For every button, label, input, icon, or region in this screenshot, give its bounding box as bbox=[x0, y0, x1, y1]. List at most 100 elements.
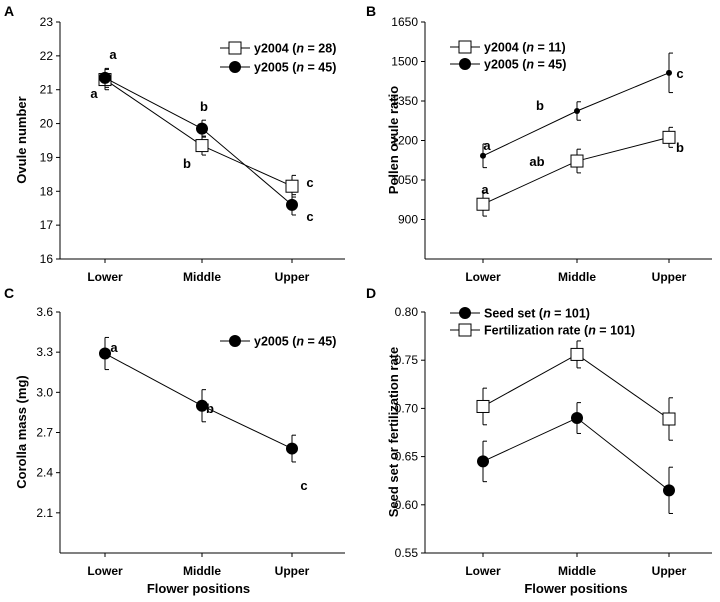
series-line bbox=[482, 72, 670, 157]
data-point bbox=[99, 347, 111, 360]
x-tick-label: Lower bbox=[465, 564, 501, 578]
y-tick-label: 1350 bbox=[391, 94, 418, 108]
panel-letter: A bbox=[4, 3, 14, 19]
data-point bbox=[99, 71, 111, 84]
chart-panel-b: B 900 1050 1200 1350 1500 1650 Lower Middle Upper… bbox=[366, 3, 712, 284]
y-tick-label: 1650 bbox=[391, 15, 418, 29]
legend-marker bbox=[458, 40, 472, 54]
significance-label: c bbox=[306, 209, 313, 224]
legend-marker bbox=[228, 41, 242, 55]
panel-letter: C bbox=[4, 285, 14, 301]
y-tick-label: 3.3 bbox=[36, 345, 53, 359]
y-axis-title: Seed set or fertilization rate bbox=[386, 347, 401, 518]
significance-label: c bbox=[306, 175, 313, 190]
y-tick-label: 2.7 bbox=[36, 426, 53, 440]
y-tick-label: 2.4 bbox=[36, 466, 53, 480]
y-tick-label: 18 bbox=[40, 184, 54, 198]
data-point bbox=[286, 198, 298, 211]
data-point bbox=[476, 399, 490, 413]
data-point bbox=[663, 484, 675, 497]
data-point bbox=[196, 122, 208, 135]
y-tick-label: 17 bbox=[40, 218, 54, 232]
x-tick-label: Lower bbox=[465, 270, 501, 284]
significance-label: a bbox=[483, 138, 491, 153]
y-tick-label: 0.80 bbox=[395, 305, 419, 319]
x-tick-label: Upper bbox=[275, 564, 310, 578]
data-point bbox=[476, 197, 490, 211]
x-tick-label: Middle bbox=[558, 564, 596, 578]
legend-label: y2004 (n = 11) bbox=[484, 41, 566, 55]
significance-label: ab bbox=[529, 154, 544, 169]
legend-label: y2005 (n = 45) bbox=[254, 61, 336, 75]
series-line bbox=[482, 353, 670, 420]
y-tick-label: 0.65 bbox=[395, 450, 419, 464]
significance-label: a bbox=[481, 182, 489, 197]
x-tick-label: Middle bbox=[183, 564, 221, 578]
data-point bbox=[666, 69, 672, 76]
x-tick-label: Lower bbox=[87, 564, 123, 578]
data-point bbox=[570, 154, 584, 168]
series-2: a b c bbox=[99, 47, 314, 224]
legend: y2005 (n = 45) bbox=[220, 335, 336, 349]
y-tick-label: 22 bbox=[40, 49, 54, 63]
x-tick-label: Lower bbox=[87, 270, 123, 284]
data-point bbox=[662, 412, 676, 426]
series-2: abc bbox=[480, 52, 684, 169]
x-axis-title: Flower positions bbox=[147, 581, 250, 596]
significance-label: a bbox=[90, 86, 98, 101]
legend-marker bbox=[229, 335, 241, 347]
y-tick-label: 0.55 bbox=[395, 546, 419, 560]
significance-label: a bbox=[110, 340, 118, 355]
legend-marker bbox=[458, 323, 472, 337]
y-axis-title: Ovule number bbox=[14, 96, 29, 183]
significance-label: c bbox=[300, 478, 307, 493]
significance-label: b bbox=[676, 140, 684, 155]
y-tick-label: 3.0 bbox=[36, 385, 53, 399]
significance-label: b bbox=[183, 156, 191, 171]
legend-label: y2005 (n = 45) bbox=[484, 58, 566, 72]
significance-label: b bbox=[200, 99, 208, 114]
y-tick-label: 900 bbox=[398, 213, 418, 227]
data-point bbox=[195, 139, 209, 153]
y-tick-label: 0.60 bbox=[395, 498, 419, 512]
panel-letter: B bbox=[366, 3, 376, 19]
data-point bbox=[285, 179, 299, 193]
legend-label: Fertilization rate (n = 101) bbox=[484, 324, 635, 338]
series-2 bbox=[476, 340, 676, 441]
series-1 bbox=[477, 402, 675, 514]
x-tick-label: Upper bbox=[652, 270, 687, 284]
chart-panel-c: C 2.1 2.4 2.7 3.0 3.3 3.6 Lower Middle Upper Corol… bbox=[4, 285, 345, 596]
data-point bbox=[196, 399, 208, 412]
data-point bbox=[662, 130, 676, 144]
legend: Seed set (n = 101) Fertilization rate (n … bbox=[450, 307, 635, 338]
significance-label: b bbox=[536, 98, 544, 113]
data-point bbox=[477, 455, 489, 468]
y-tick-label: 1200 bbox=[391, 134, 418, 148]
legend-marker bbox=[229, 61, 241, 73]
legend-marker bbox=[459, 58, 471, 70]
legend: y2004 (n = 11) y2005 (n = 45) bbox=[450, 40, 566, 72]
x-tick-label: Upper bbox=[275, 270, 310, 284]
legend: y2004 (n = 28) y2005 (n = 45) bbox=[220, 41, 336, 75]
series-line bbox=[482, 136, 670, 205]
x-axis-title: Flower positions bbox=[524, 581, 627, 596]
y-tick-label: 1050 bbox=[391, 173, 418, 187]
significance-label: b bbox=[206, 401, 214, 416]
series-line bbox=[482, 417, 670, 491]
y-axis-title: Pollen ovule ratio bbox=[386, 86, 401, 194]
legend-label: Seed set (n = 101) bbox=[484, 307, 590, 321]
x-tick-label: Upper bbox=[652, 564, 687, 578]
chart-panel-a: A 16 17 18 19 20 21 22 23 Lower Middle Upper Ovule n… bbox=[4, 3, 345, 284]
significance-label: a bbox=[109, 47, 117, 62]
data-point bbox=[571, 412, 583, 425]
y-tick-label: 23 bbox=[40, 15, 54, 29]
y-tick-label: 2.1 bbox=[36, 506, 53, 520]
y-tick-label: 0.70 bbox=[395, 401, 419, 415]
y-tick-label: 21 bbox=[40, 83, 54, 97]
series-1: a ab b bbox=[476, 126, 684, 217]
data-point bbox=[570, 347, 584, 361]
x-tick-label: Middle bbox=[558, 270, 596, 284]
data-point bbox=[286, 442, 298, 455]
legend-label: y2004 (n = 28) bbox=[254, 42, 336, 56]
